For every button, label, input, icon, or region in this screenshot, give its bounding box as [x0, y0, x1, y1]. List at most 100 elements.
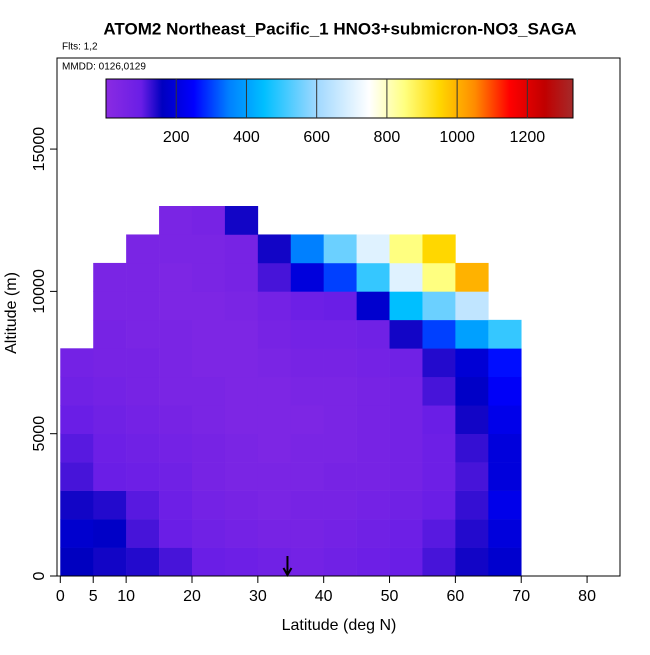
cell	[356, 433, 390, 463]
cell	[488, 348, 522, 378]
x-tick-label: 50	[381, 588, 399, 605]
cell	[290, 433, 324, 463]
cell	[257, 376, 292, 406]
cell	[126, 433, 160, 463]
cell	[93, 376, 127, 406]
cell	[455, 519, 489, 548]
cell	[290, 262, 324, 292]
cell	[257, 405, 292, 434]
cell	[389, 405, 423, 434]
cell	[257, 348, 292, 378]
cell	[422, 433, 456, 463]
cell	[257, 433, 292, 463]
cell	[422, 348, 456, 378]
cell	[422, 490, 456, 520]
cell	[191, 376, 226, 406]
cell	[93, 319, 127, 349]
cell	[356, 547, 390, 577]
cell	[60, 490, 94, 520]
cell	[290, 490, 324, 520]
cell	[422, 234, 456, 264]
cell	[389, 433, 423, 463]
y-tick-label: 10000	[31, 269, 48, 314]
cell	[455, 405, 489, 434]
cell	[323, 376, 357, 406]
cell	[356, 348, 390, 378]
cell	[356, 462, 390, 491]
x-tick-label: 20	[183, 588, 201, 605]
cell	[389, 348, 423, 378]
subtitle: Flts: 1,2	[62, 42, 98, 53]
arrow-head	[282, 567, 293, 578]
cell	[126, 405, 160, 434]
cell	[455, 433, 489, 463]
cell	[224, 519, 259, 548]
cell	[290, 462, 324, 491]
cell	[191, 206, 226, 235]
cell	[60, 462, 94, 491]
x-tick-label: 5	[89, 588, 98, 605]
cell	[191, 547, 226, 577]
cell	[323, 547, 357, 577]
cell	[356, 519, 390, 548]
cell	[290, 547, 324, 577]
cell	[323, 234, 357, 264]
cell	[93, 547, 127, 577]
cell	[257, 462, 292, 491]
cell	[159, 376, 193, 406]
chart-title: ATOM2 Northeast_Pacific_1 HNO3+submicron…	[103, 19, 576, 38]
cell	[389, 234, 423, 264]
cell	[455, 376, 489, 406]
y-tick-label: 15000	[31, 127, 48, 172]
cell	[191, 462, 226, 491]
cell	[93, 348, 127, 378]
x-tick-label: 60	[446, 588, 464, 605]
cell	[488, 519, 522, 548]
cell	[126, 262, 160, 292]
cell	[422, 462, 456, 491]
cell	[323, 348, 357, 378]
cell	[389, 319, 423, 349]
cell	[159, 547, 193, 577]
cell	[224, 319, 259, 349]
cell	[159, 519, 193, 548]
cell	[488, 490, 522, 520]
cell	[93, 519, 127, 548]
cell	[488, 462, 522, 491]
cell	[60, 519, 94, 548]
cell	[93, 291, 127, 321]
cell	[159, 291, 193, 321]
cell	[389, 462, 423, 491]
cell	[224, 291, 259, 321]
cell	[323, 405, 357, 434]
cell	[159, 319, 193, 349]
cell	[455, 490, 489, 520]
cell	[159, 462, 193, 491]
cell	[60, 433, 94, 463]
cell	[323, 490, 357, 520]
cell	[224, 433, 259, 463]
cell	[191, 291, 226, 321]
cell	[422, 519, 456, 548]
x-tick-label: 30	[249, 588, 267, 605]
x-tick-label: 0	[56, 588, 65, 605]
cell	[455, 462, 489, 491]
x-tick-label: 80	[578, 588, 596, 605]
cell	[455, 319, 489, 349]
cell	[224, 376, 259, 406]
y-tick-label: 5000	[31, 416, 48, 452]
cell	[126, 519, 160, 548]
colorbar-tick-label: 1200	[510, 129, 546, 146]
cell	[159, 433, 193, 463]
cell	[323, 319, 357, 349]
cell	[191, 319, 226, 349]
cell	[159, 405, 193, 434]
cell	[290, 405, 324, 434]
cell	[224, 490, 259, 520]
cell	[455, 348, 489, 378]
cell	[488, 319, 522, 349]
cell	[488, 547, 522, 577]
cell	[224, 547, 259, 577]
cell	[93, 262, 127, 292]
cell	[159, 348, 193, 378]
